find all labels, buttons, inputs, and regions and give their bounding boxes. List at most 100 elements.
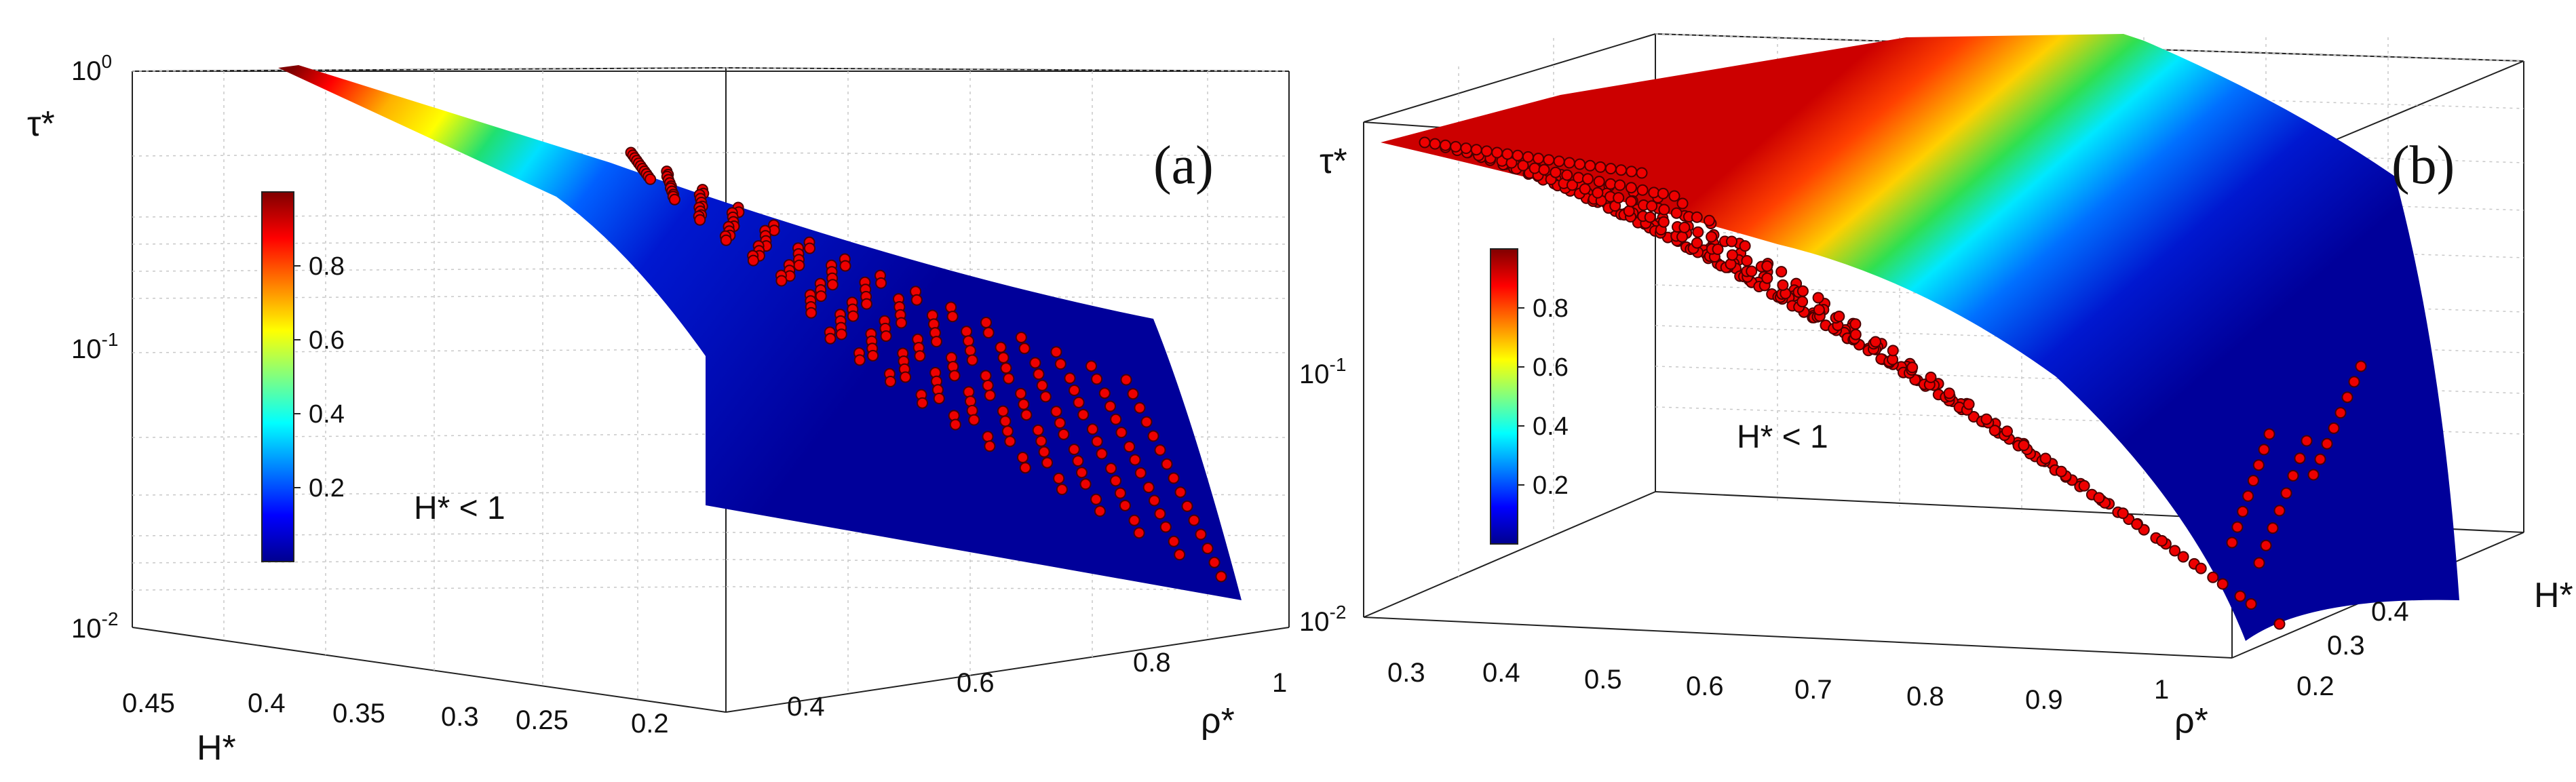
data-point [1741, 255, 1753, 267]
data-point [1159, 521, 1172, 533]
data-point [1091, 435, 1103, 448]
box-edge [1363, 617, 2233, 659]
data-point [997, 351, 1010, 364]
data-point [826, 279, 839, 291]
data-point [1056, 484, 1068, 496]
gridline [725, 240, 1290, 245]
y-tick: 0.25 [516, 705, 569, 735]
data-point [804, 242, 815, 254]
gridline [132, 586, 727, 591]
colorbar-tick-label: 0.2 [309, 474, 345, 503]
data-point [2131, 518, 2143, 530]
data-point [2156, 534, 2168, 547]
data-point [2117, 507, 2129, 520]
data-point [1501, 148, 1514, 160]
gridline [725, 294, 1290, 299]
panel-b-ylabel: H* [2534, 576, 2573, 615]
colorbar-tick-label: 0.6 [1533, 353, 1569, 382]
data-point [1017, 452, 1029, 463]
data-point [995, 341, 1007, 353]
data-point [1657, 216, 1670, 228]
data-point [2237, 505, 2249, 517]
data-point [1813, 304, 1825, 316]
data-point [1208, 556, 1220, 568]
data-point [1119, 499, 1131, 511]
data-point [668, 193, 680, 206]
x-tick: 0.9 [2025, 685, 2063, 715]
data-point [1849, 328, 1862, 340]
data-point [1134, 402, 1146, 414]
data-point [1550, 166, 1562, 178]
data-point [1115, 427, 1128, 439]
data-point [1050, 346, 1062, 358]
data-point [1691, 211, 1703, 223]
data-point [1777, 279, 1789, 291]
data-point [805, 307, 818, 319]
data-point [867, 349, 879, 361]
data-point [1072, 455, 1084, 467]
colorbar-tick-label: 0.2 [1533, 471, 1569, 500]
data-point [1133, 527, 1145, 539]
data-point [2093, 492, 2105, 504]
data-point [1980, 413, 1993, 425]
panel-b: 0.80.60.40.2 10-1 10-2 τ* ρ* H* 0.3 0.4 … [1299, 33, 2573, 741]
data-point [1849, 318, 1862, 330]
data-point [1646, 200, 1658, 212]
data-point [1460, 142, 1472, 155]
x-tick: 0.3 [1387, 658, 1425, 688]
data-point [2273, 618, 2286, 630]
data-point [1134, 467, 1147, 479]
z-tick: 10-1 [71, 329, 118, 364]
gridline [725, 213, 1290, 218]
data-point [1563, 157, 1575, 169]
x-tick: 0.7 [1794, 675, 1832, 705]
data-point [1636, 167, 1648, 179]
data-point [946, 311, 959, 323]
data-point [2216, 578, 2229, 590]
data-point [2263, 428, 2275, 440]
data-point [1726, 249, 1738, 261]
data-point [2207, 571, 2219, 583]
data-point [835, 328, 847, 340]
data-point [1668, 190, 1680, 202]
data-point [1625, 182, 1637, 194]
data-point [1538, 163, 1550, 176]
data-point [1050, 406, 1062, 418]
data-point [1491, 146, 1503, 159]
data-point [1018, 398, 1030, 410]
x-tick: 0.6 [1686, 671, 1724, 701]
colorbar-tick-label: 0.8 [1533, 294, 1569, 323]
data-point [1615, 164, 1627, 176]
data-point [1644, 211, 1656, 223]
data-point [1746, 265, 1758, 277]
data-point [1079, 478, 1092, 490]
data-point [1761, 260, 1773, 272]
gridline [132, 294, 727, 299]
colorbar-tick-label: 0.4 [309, 400, 345, 429]
data-point [1033, 368, 1045, 380]
data-point [1529, 162, 1541, 174]
data-point [1613, 192, 1625, 204]
data-point [1623, 205, 1635, 217]
colorbar-tick-label: 0.4 [1533, 412, 1569, 441]
panel-b-zlabel: τ* [1320, 142, 1347, 181]
data-point [1703, 214, 1715, 227]
data-point [1003, 372, 1015, 385]
data-point [1073, 396, 1085, 408]
y-tick: 0.2 [2296, 671, 2334, 701]
data-point [1149, 494, 1160, 507]
data-point [984, 389, 996, 402]
data-point [910, 294, 923, 306]
z-tick: 10-1 [1299, 354, 1346, 389]
data-point [968, 414, 980, 426]
data-point [1812, 292, 1824, 304]
panel-b-annotation: H* < 1 [1737, 419, 1828, 455]
data-point [963, 335, 974, 347]
data-point [982, 431, 994, 443]
data-point [2267, 522, 2279, 534]
data-point [853, 354, 866, 366]
gridline [132, 532, 727, 536]
y-tick: 0.35 [332, 699, 385, 728]
y-tick: 0.3 [2327, 631, 2365, 661]
